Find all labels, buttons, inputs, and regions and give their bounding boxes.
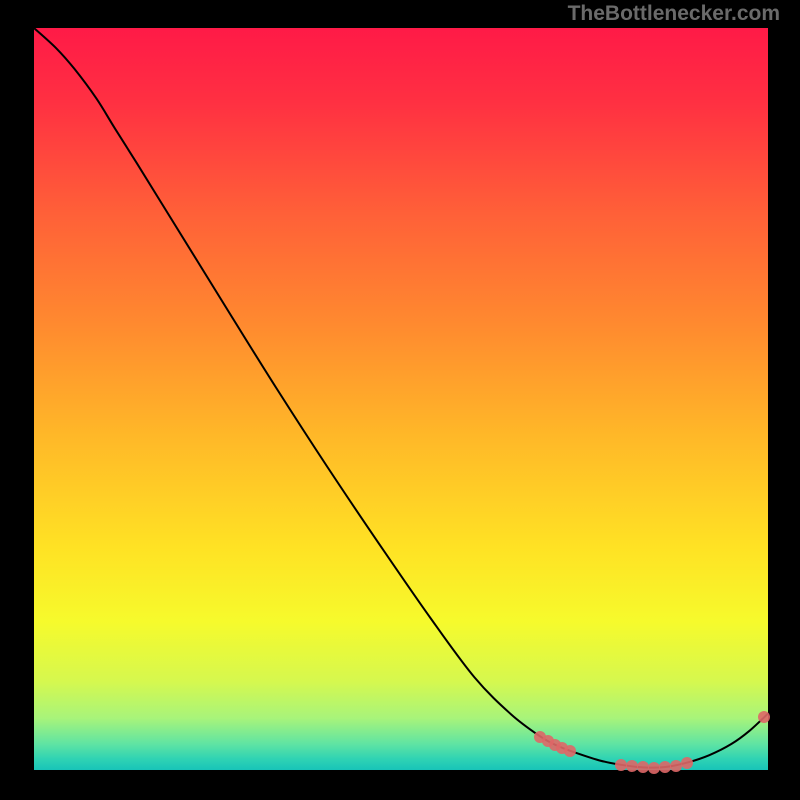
data-point-marker [758,711,770,723]
watermark-text: TheBottlenecker.com [568,2,780,26]
chart-frame: { "image": { "width": 800, "height": 800… [0,0,800,800]
data-point-marker [659,761,671,773]
marker-layer [34,28,768,770]
plot-area [34,28,768,770]
data-point-marker [681,757,693,769]
data-point-marker [564,745,576,757]
